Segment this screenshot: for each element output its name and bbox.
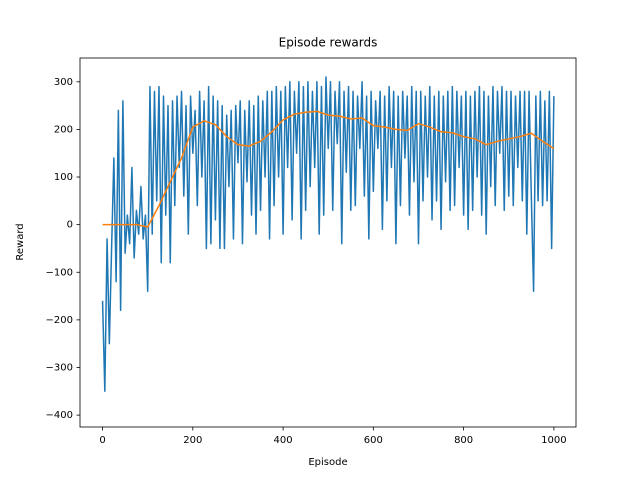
y-tick-label: −100 (46, 267, 73, 278)
y-tick-label: 200 (54, 124, 73, 135)
chart-title: Episode rewards (279, 36, 378, 50)
x-axis-label: Episode (308, 457, 347, 468)
x-tick-label: 800 (454, 435, 473, 446)
x-tick-label: 600 (364, 435, 383, 446)
data-line (102, 110, 555, 228)
x-tick-label: 400 (274, 435, 293, 446)
data-line (101, 76, 555, 393)
y-tick-label: 0 (67, 220, 73, 231)
y-tick-label: 300 (54, 77, 73, 88)
x-tick-label: 1000 (541, 435, 566, 446)
x-tick-label: 200 (183, 435, 202, 446)
x-tick-label: 0 (99, 435, 105, 446)
axes-frame (79, 57, 577, 428)
y-tick-label: 100 (54, 172, 73, 183)
y-axis-label: Reward (15, 223, 26, 260)
y-tick-label: −300 (46, 362, 73, 373)
y-tick-label: −400 (46, 410, 73, 421)
plot-area (101, 76, 555, 393)
y-tick-label: −200 (46, 315, 73, 326)
